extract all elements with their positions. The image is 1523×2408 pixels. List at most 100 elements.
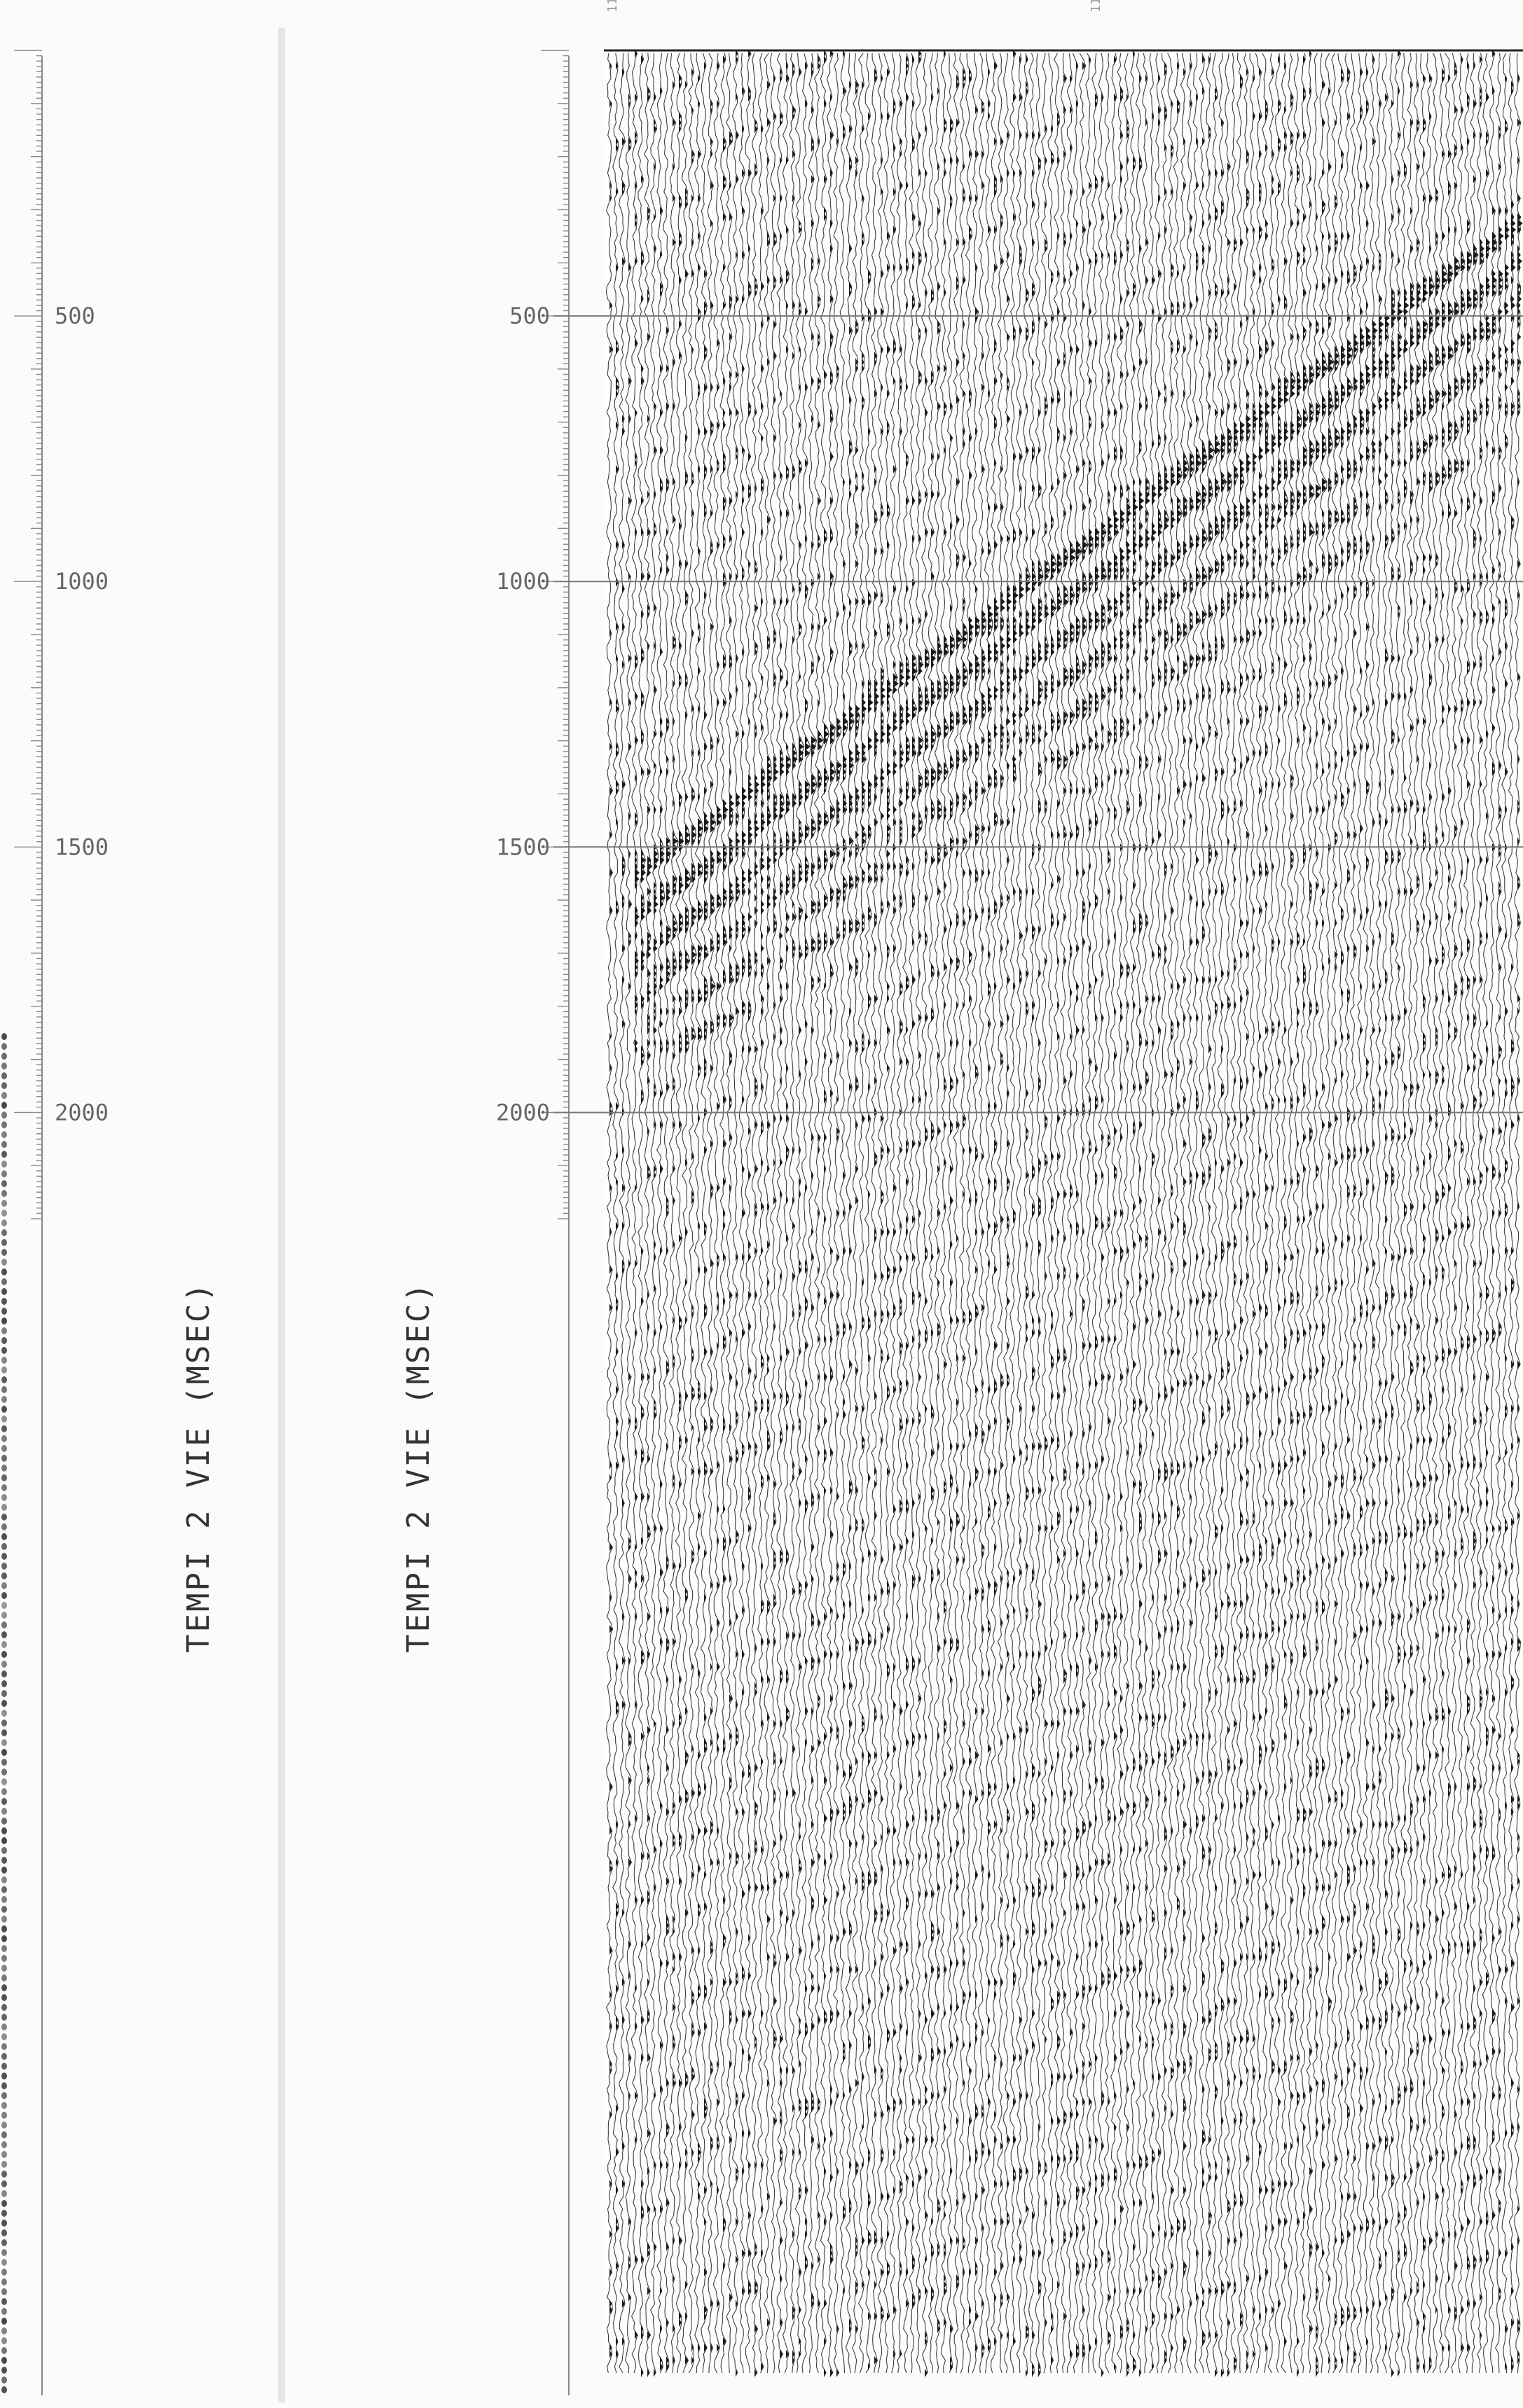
edge-mark (1, 1572, 7, 1579)
trace-lobe (704, 862, 710, 871)
trace-lobe (679, 2123, 682, 2131)
trace-lobe (843, 1247, 846, 1255)
trace-lobe (609, 1461, 612, 1469)
trace-lobe (698, 749, 701, 757)
trace-lobe (673, 162, 675, 171)
trace-lobe (742, 2167, 744, 2175)
trace-lobe (717, 2344, 720, 2352)
trace-lobe (616, 144, 619, 152)
trace-lobe (761, 1638, 764, 1646)
trace-wiggle (624, 53, 633, 2374)
edge-mark (1, 1298, 7, 1305)
trace-lobe (673, 881, 677, 890)
trace-lobe (874, 869, 877, 877)
trace-lobe (616, 1348, 619, 1356)
trace-lobe (855, 1404, 858, 1413)
trace-lobe (616, 1707, 619, 1715)
trace-lobe (881, 345, 883, 354)
trace-lobe (666, 1247, 668, 1255)
trace-lobe (691, 194, 694, 202)
trace-lobe (773, 900, 776, 908)
trace-lobe (704, 509, 707, 518)
trace-lobe (710, 976, 713, 984)
trace-lobe (887, 503, 890, 511)
trace-lobe (824, 856, 828, 864)
trace-lobe (698, 383, 700, 392)
trace-lobe (704, 1827, 708, 1835)
trace-lobe (673, 402, 675, 410)
trace-lobe (698, 2154, 700, 2163)
trace-lobe (830, 850, 836, 858)
trace-lobe (773, 1556, 776, 1564)
trace-lobe (811, 144, 814, 152)
trace-lobe (799, 1631, 801, 1640)
trace-lobe (628, 1575, 632, 1583)
trace-lobe (666, 887, 671, 896)
trace-lobe (874, 629, 877, 637)
trace-lobe (818, 698, 820, 707)
trace-lobe (723, 497, 726, 505)
trace-lobe (849, 156, 852, 165)
trace-lobe (736, 818, 738, 826)
trace-lobe (698, 793, 700, 801)
trace-lobe (691, 629, 694, 637)
trace-lobe (881, 2066, 883, 2075)
trace-lobe (786, 74, 790, 83)
y-tick-label: 1000 (496, 568, 550, 595)
trace-lobe (862, 81, 864, 89)
trace-lobe (862, 1833, 864, 1841)
trace-lobe (830, 1934, 833, 1942)
trace-lobe (855, 1795, 858, 1804)
trace-lobe (824, 932, 827, 940)
trace-lobe (818, 774, 822, 782)
trace-lobe (660, 2085, 663, 2094)
trace-wiggle (618, 53, 626, 2374)
trace-lobe (679, 1404, 681, 1413)
trace-lobe (887, 541, 890, 549)
trace-lobe (704, 591, 707, 600)
trace-lobe (691, 1946, 694, 1955)
trace-lobe (723, 1095, 726, 1104)
trace-wiggle (612, 53, 620, 2374)
trace-lobe (830, 1089, 833, 1098)
trace-wiggle (864, 53, 873, 2374)
trace-lobe (717, 2299, 720, 2308)
trace-lobe (710, 301, 713, 310)
trace-lobe (691, 1871, 694, 1879)
trace-lobe (679, 950, 682, 959)
edge-mark (1, 1955, 7, 1962)
trace-lobe (874, 1039, 877, 1047)
trace-lobe (698, 1070, 700, 1079)
trace-wiggle (757, 53, 765, 2374)
trace-lobe (647, 995, 650, 1003)
trace-lobe (767, 1203, 769, 1211)
trace-lobe (654, 1253, 656, 1261)
trace-lobe (742, 957, 745, 965)
edge-mark (1, 1582, 7, 1589)
trace-lobe (836, 768, 841, 776)
trace-lobe (654, 490, 656, 499)
trace-lobe (767, 1240, 770, 1249)
trace-lobe (641, 528, 644, 537)
trace-lobe (673, 887, 677, 896)
trace-lobe (698, 263, 701, 272)
trace-lobe (742, 1890, 745, 1898)
trace-lobe (742, 850, 745, 858)
trace-lobe (710, 869, 714, 877)
trace-lobe (736, 1448, 738, 1457)
trace-lobe (635, 932, 638, 940)
trace-lobe (767, 1606, 769, 1614)
trace-wiggle (681, 53, 691, 2374)
trace-lobe (824, 774, 829, 782)
trace-lobe (685, 471, 688, 480)
trace-lobe (799, 2268, 801, 2276)
trace-lobe (843, 692, 845, 700)
trace-lobe (855, 1196, 858, 1205)
trace-lobe (761, 1398, 764, 1406)
trace-lobe (666, 402, 669, 410)
trace-lobe (754, 812, 757, 820)
edge-mark (1, 2023, 7, 2030)
trace-lobe (660, 894, 665, 902)
trace-lobe (862, 1404, 864, 1413)
trace-lobe (868, 2148, 870, 2157)
